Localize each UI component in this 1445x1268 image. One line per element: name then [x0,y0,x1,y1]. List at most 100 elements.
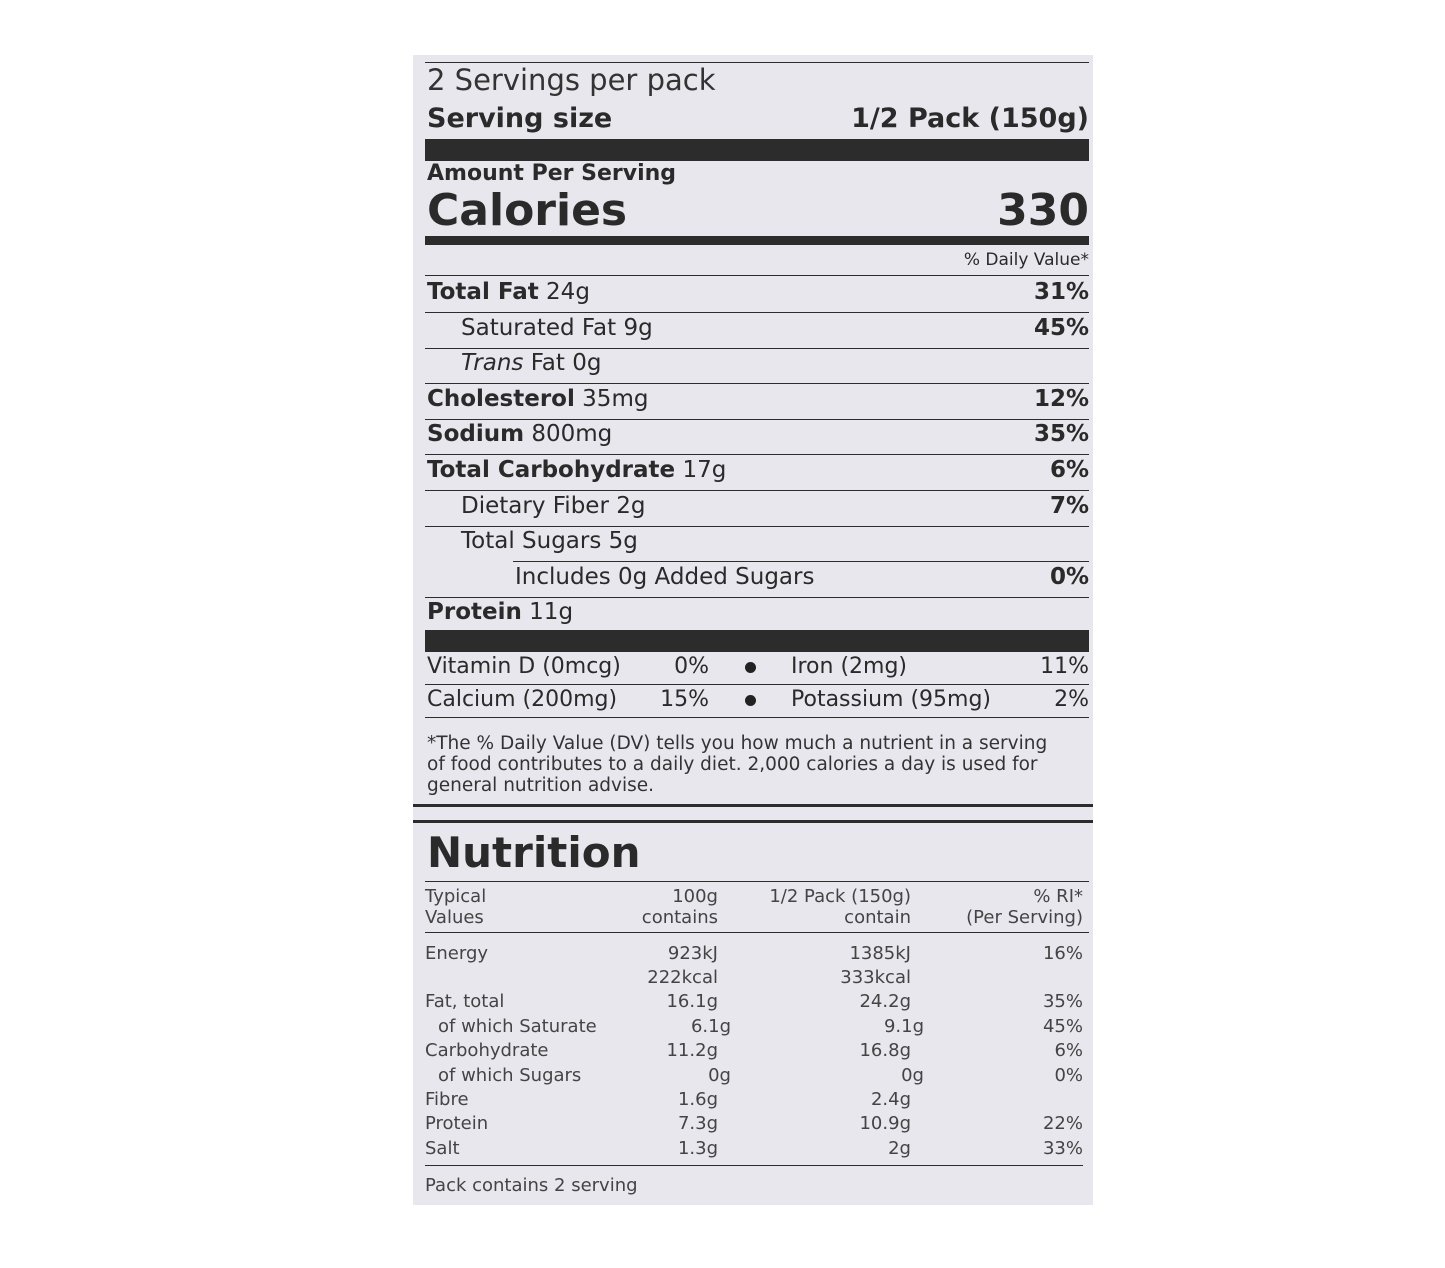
nutrient-name-amount: Cholesterol 35mg [427,386,648,412]
vitamin-dv: 0% [674,654,709,679]
vitamin-name: Iron (2mg) [791,654,908,679]
table-row: of which Sugars 0g 0g 0% [425,1063,1083,1087]
calories-value: 330 [997,185,1089,236]
table-cell: 33% [1042,1137,1083,1159]
nutrient-dv: 6% [1049,457,1089,483]
table-cell: Carbohydrate [425,1040,549,1062]
table-cell: 1385kJ [849,942,911,964]
thick-divider [425,236,1089,245]
divider [425,490,1089,491]
pack-note: Pack contains 2 serving [425,1175,638,1196]
serving-size-label: Serving size [427,103,613,134]
vitamin-dv: 2% [1054,687,1089,712]
table-row: Carbohydrate 11.2g 16.8g 6% [425,1039,1083,1063]
table-cell: 10.9g [859,1113,911,1135]
header-text: Values [425,907,484,928]
table-row: Fibre 1.6g 2.4g [425,1087,1083,1111]
nutrient-dv: 45% [1033,314,1089,341]
table-row: Protein 7.3g 10.9g 22% [425,1112,1083,1136]
nutrient-name-amount: Sodium 800mg [427,421,612,447]
nutrient-dv: 35% [1033,421,1089,448]
table-cell: 0g [901,1064,924,1086]
uk-title: Nutrition [427,828,641,877]
table-cell: 6% [1054,1040,1083,1062]
nutrient-name: Protein [427,599,522,626]
table-cell: 923kJ [667,942,718,964]
table-cell: 16.1g [666,991,718,1013]
divider [425,1165,1083,1166]
vitamin-row: Vitamin D (0mcg) 0% Iron (2mg) 11% [427,654,1089,679]
thick-divider [425,630,1089,652]
nutrient-name: Total Carbohydrate [427,457,676,483]
table-row: Fat, total 16.1g 24.2g 35% [425,990,1083,1014]
nutrient-amount: 5g [608,528,638,555]
nutrient-name: Includes 0g Added Sugars [515,563,815,590]
nutrient-row: Saturated Fat 9g 45% [427,315,1089,341]
table-cell: Energy [425,942,489,964]
divider [425,418,1089,420]
serving-size-value: 1/2 Pack (150g) [851,103,1089,134]
footnote: *The % Daily Value (DV) tells you how mu… [427,733,1048,796]
nutrient-name: Dietary Fiber [461,492,609,519]
table-cell: 2.4g [870,1089,911,1111]
divider [425,454,1089,456]
vitamin-name: Vitamin D (0mcg) [427,654,621,679]
nutrient-dv: 7% [1049,492,1089,519]
table-cell: Fibre [425,1089,469,1111]
amount-per-serving: Amount Per Serving [427,161,677,186]
uk-table: Energy 923kJ 1385kJ 16% 222kcal 333kcal Fat, t… [425,941,1083,1161]
nutrient-name-amount: Total Sugars 5g [427,528,638,554]
nutrient-name: Total Fat [427,279,539,305]
table-cell: 0% [1054,1064,1083,1086]
nutrient-dv: 12% [1033,385,1089,412]
nutrient-amount: 11g [529,599,574,626]
vitamin-name: Potassium (95mg) [791,687,992,712]
bullet-icon [744,695,756,706]
header-text: (Per Serving) [966,907,1083,928]
nutrient-amount: 17g [682,457,727,483]
nutrient-dv: 31% [1033,279,1089,305]
serving-size-row: Serving size 1/2 Pack (150g) [427,103,1089,134]
table-cell: of which Sugars [438,1064,582,1086]
header-text: Typical [425,886,487,907]
table-cell: 24.2g [859,991,911,1013]
table-cell: Protein [425,1113,489,1135]
header-text: % RI* [1033,886,1083,907]
nutrient-amount: 24g [546,279,590,305]
divider [425,347,1089,349]
calories-row: Calories 330 [427,185,1089,236]
nutrition-label: 2 Servings per pack Serving size 1/2 Pac… [413,55,1093,1205]
table-cell: 7.3g [677,1113,718,1135]
uk-table-header: Typical Values 100g contains 1/2 Pack (150… [425,886,1083,928]
nutrient-name: Cholesterol [427,385,575,412]
divider [425,275,1089,276]
nutrient-name: Fat [530,350,565,377]
divider [425,62,1089,63]
nutrient-amount: 2g [616,492,646,519]
table-cell: 11.2g [666,1040,718,1062]
header-text: contains [641,907,718,928]
table-cell: 9.1g [883,1015,924,1037]
nutrient-amount: 9g [623,314,653,341]
nutrient-row: Sodium 800mg 35% [427,421,1089,447]
nutrient-row: Total Carbohydrate 17g 6% [427,457,1089,483]
divider [425,881,1089,882]
nutrient-name-amount: Trans Fat 0g [427,350,601,376]
vitamin-dv: 11% [1040,654,1089,679]
nutrient-name: Saturated Fat [461,314,617,341]
table-cell: 16.8g [859,1040,911,1062]
nutrient-name-amount: Total Fat 24g [427,279,590,305]
divider [425,717,1089,718]
divider [425,312,1089,313]
vitamin-name: Calcium (200mg) [427,687,618,712]
table-cell: 35% [1042,991,1083,1013]
header-text: 1/2 Pack (150g) [769,886,911,907]
nutrient-row: Total Sugars 5g [427,528,1089,554]
table-cell: 22% [1042,1113,1083,1135]
nutrient-name-amount: Includes 0g Added Sugars [427,564,814,590]
nutrient-name-amount: Total Carbohydrate 17g [427,457,726,483]
divider [425,932,1089,933]
table-cell: 16% [1042,942,1083,964]
nutrient-row: Includes 0g Added Sugars 0% [427,564,1089,590]
divider [413,804,1093,807]
